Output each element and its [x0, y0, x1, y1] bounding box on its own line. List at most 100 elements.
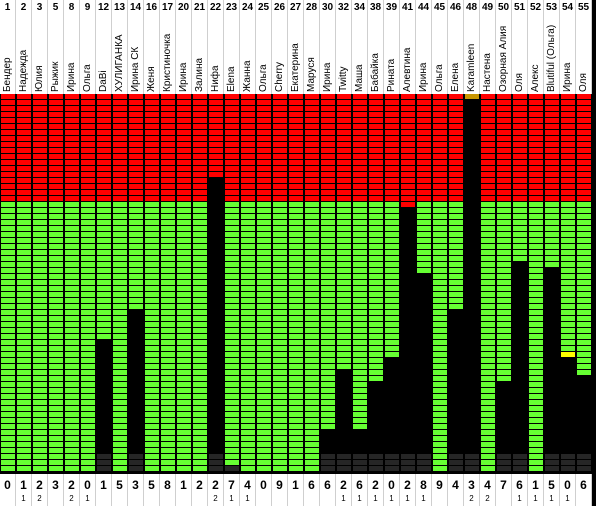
candidate-number: 24: [241, 2, 254, 13]
vote-cell: [49, 256, 63, 261]
vote-cell: [241, 106, 255, 111]
vote-cell: [17, 232, 31, 237]
vote-cell: [529, 280, 543, 285]
vote-cell: [529, 226, 543, 231]
vote-cell: [257, 346, 271, 351]
vote-cell: [353, 220, 367, 225]
vote-cells: [192, 94, 208, 474]
vote-cell: [65, 220, 79, 225]
vote-cell: [561, 154, 575, 159]
vote-cell: [577, 316, 591, 321]
vote-cell: [17, 298, 31, 303]
vote-cell: [241, 442, 255, 447]
vote-cell: [161, 442, 175, 447]
vote-cell: [225, 460, 239, 465]
vote-cell: [177, 400, 191, 405]
vote-cell: [529, 304, 543, 309]
vote-cell: [193, 250, 207, 255]
candidate-score: 3: [132, 478, 139, 492]
candidate-name: Оля: [578, 73, 589, 92]
vote-cell: [273, 268, 287, 273]
vote-cell: [289, 352, 303, 357]
vote-cell: [433, 172, 447, 177]
vote-cell: [433, 178, 447, 183]
vote-cell: [145, 460, 159, 465]
vote-cell: [353, 424, 367, 429]
column-footer: 5: [144, 474, 160, 506]
vote-cell: [433, 166, 447, 171]
vote-cell: [161, 400, 175, 405]
vote-cell: [241, 454, 255, 459]
vote-cell: [33, 298, 47, 303]
vote-cell: [561, 280, 575, 285]
vote-cell: [161, 382, 175, 387]
vote-cell: [161, 310, 175, 315]
vote-cell: [33, 154, 47, 159]
vote-cell: [385, 454, 399, 459]
vote-cell: [257, 418, 271, 423]
vote-cell: [577, 454, 591, 459]
vote-cell: [241, 376, 255, 381]
candidate-number: 38: [369, 2, 382, 13]
vote-cell: [1, 466, 15, 471]
vote-cell: [529, 94, 543, 99]
vote-cell: [353, 166, 367, 171]
vote-cell: [561, 196, 575, 201]
vote-cell: [305, 418, 319, 423]
vote-cell: [241, 274, 255, 279]
candidate-number: 5: [52, 2, 59, 13]
vote-cell: [337, 202, 351, 207]
vote-cell: [113, 382, 127, 387]
vote-cells: [512, 94, 528, 474]
vote-cell: [577, 268, 591, 273]
vote-cell: [113, 352, 127, 357]
vote-cell: [225, 166, 239, 171]
vote-cell: [161, 352, 175, 357]
vote-cell: [49, 442, 63, 447]
vote-cell: [545, 136, 559, 141]
vote-cell: [177, 316, 191, 321]
vote-cell: [545, 172, 559, 177]
vote-cell: [433, 412, 447, 417]
vote-cell: [97, 202, 111, 207]
vote-cell: [177, 166, 191, 171]
vote-cell: [305, 352, 319, 357]
vote-cell: [273, 448, 287, 453]
vote-cell: [337, 178, 351, 183]
vote-cell: [241, 358, 255, 363]
vote-cell: [369, 214, 383, 219]
vote-cell: [17, 256, 31, 261]
vote-cell: [433, 220, 447, 225]
vote-cell: [225, 334, 239, 339]
vote-cell: [1, 424, 15, 429]
vote-cell: [481, 424, 495, 429]
vote-cell: [561, 226, 575, 231]
vote-cell: [529, 310, 543, 315]
vote-cell: [17, 400, 31, 405]
vote-cell: [305, 388, 319, 393]
vote-cell: [177, 334, 191, 339]
vote-cell: [65, 394, 79, 399]
vote-cell: [273, 214, 287, 219]
vote-cell: [209, 94, 223, 99]
vote-cell: [129, 124, 143, 129]
vote-cell: [433, 154, 447, 159]
vote-cell: [305, 286, 319, 291]
vote-cell: [481, 370, 495, 375]
column-header: 30 Ирина: [320, 0, 336, 94]
vote-cell: [577, 208, 591, 213]
vote-cell: [577, 124, 591, 129]
vote-cell: [289, 388, 303, 393]
vote-cell: [513, 454, 527, 459]
vote-cell: [497, 178, 511, 183]
vote-cell: [177, 394, 191, 399]
vote-cell: [577, 112, 591, 117]
vote-cell: [257, 286, 271, 291]
vote-cell: [97, 178, 111, 183]
vote-cell: [385, 100, 399, 105]
vote-cell: [337, 340, 351, 345]
vote-cell: [513, 214, 527, 219]
vote-cell: [97, 262, 111, 267]
vote-cell: [241, 292, 255, 297]
